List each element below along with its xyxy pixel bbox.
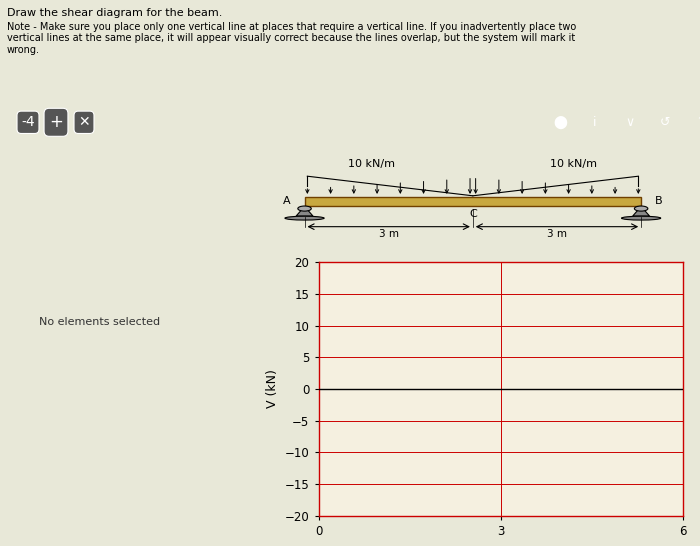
- Text: ✕: ✕: [78, 115, 90, 129]
- Text: ∨: ∨: [625, 116, 635, 129]
- Ellipse shape: [622, 216, 661, 220]
- Text: i: i: [594, 116, 597, 129]
- Y-axis label: V (kN): V (kN): [266, 370, 279, 408]
- Polygon shape: [296, 206, 313, 216]
- Text: A: A: [283, 195, 290, 206]
- Text: 10 kN/m: 10 kN/m: [550, 159, 597, 169]
- Text: -4: -4: [21, 115, 35, 129]
- Text: ⬤: ⬤: [553, 116, 567, 129]
- Circle shape: [298, 206, 312, 211]
- Text: 3 m: 3 m: [547, 229, 567, 239]
- Text: B: B: [655, 195, 663, 206]
- Ellipse shape: [285, 216, 324, 220]
- Text: ?: ?: [696, 116, 700, 129]
- Text: +: +: [49, 114, 63, 131]
- Text: Note - Make sure you place only one vertical line at places that require a verti: Note - Make sure you place only one vert…: [7, 22, 576, 55]
- Text: 10 kN/m: 10 kN/m: [349, 159, 396, 169]
- Polygon shape: [633, 206, 650, 216]
- Text: C: C: [469, 209, 477, 218]
- Text: ↺: ↺: [659, 116, 671, 129]
- Text: 3 m: 3 m: [379, 229, 399, 239]
- Text: No elements selected: No elements selected: [39, 317, 160, 327]
- Circle shape: [634, 206, 648, 211]
- Text: Draw the shear diagram for the beam.: Draw the shear diagram for the beam.: [7, 8, 223, 18]
- Bar: [304, 197, 641, 206]
